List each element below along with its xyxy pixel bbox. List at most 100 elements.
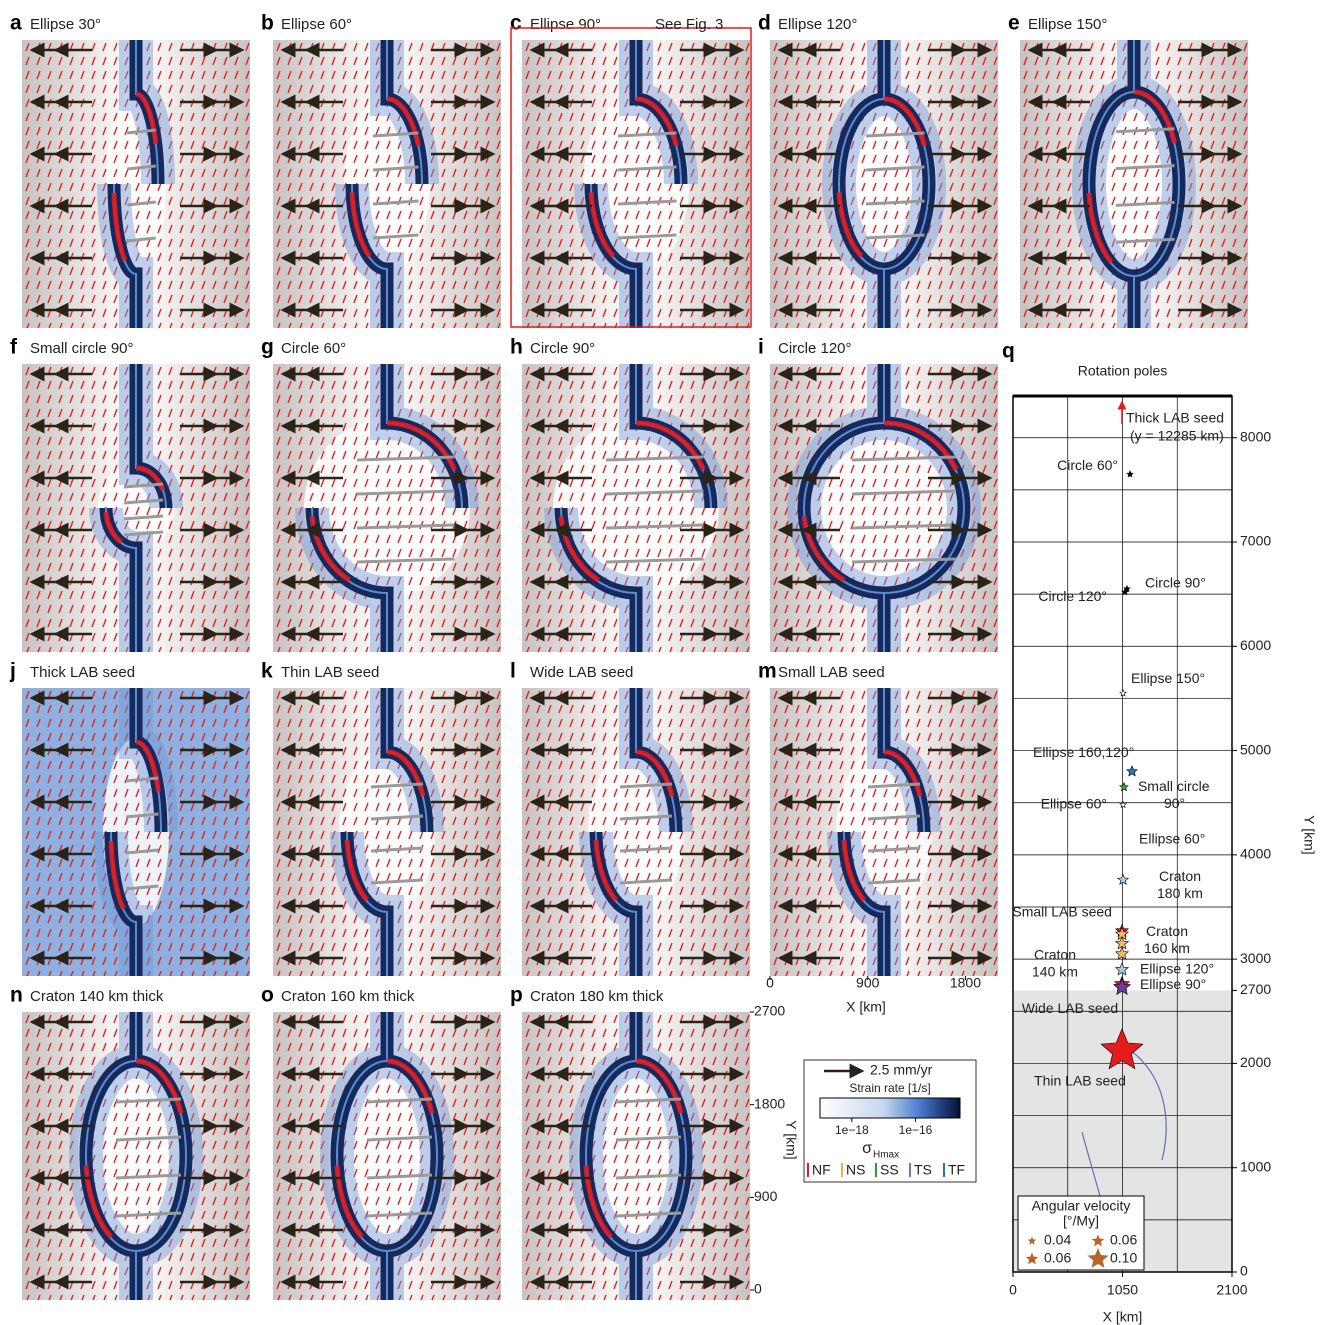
panel-letter: h: [510, 336, 523, 359]
map-content: [522, 1012, 750, 1300]
panel-letter: n: [10, 984, 23, 1007]
map-panel: [22, 688, 250, 976]
regime-label: NS: [846, 1162, 865, 1178]
panel-title: Ellipse 60°: [281, 16, 352, 33]
panel-title: Craton 140 km thick: [30, 988, 164, 1005]
panel-letter: e: [1008, 12, 1020, 35]
panel-letter: g: [261, 336, 274, 359]
panel-letter: m: [758, 660, 777, 683]
panel-title: Circle 120°: [778, 340, 852, 357]
colorbar-title: Strain rate [1/s]: [849, 1081, 930, 1095]
pole-label: 180 km: [1157, 885, 1203, 901]
pole-label: Craton: [1146, 923, 1188, 939]
pole-label: Ellipse 150°: [1131, 670, 1205, 686]
map-content: [273, 688, 501, 976]
map-content: [22, 1012, 250, 1300]
y-tick-label: 1000: [1240, 1158, 1271, 1174]
panel-letter: i: [758, 336, 764, 359]
y-tick-label: 2000: [1240, 1054, 1271, 1070]
map-panel: [273, 40, 501, 328]
panel-title: Small circle 90°: [30, 340, 134, 357]
panel-title: Ellipse 150°: [1028, 16, 1107, 33]
panel-letter: b: [261, 12, 274, 35]
x-tick-label: 900: [856, 975, 880, 991]
pole-label: Craton: [1159, 868, 1201, 884]
pole-label: Small LAB seed: [1012, 904, 1112, 920]
y-tick-label: 4000: [1240, 846, 1271, 862]
regime-label: TS: [914, 1162, 932, 1178]
colorbar-tick-label: 1e−18: [835, 1123, 869, 1137]
pole-label: Ellipse 60°: [1139, 831, 1205, 847]
y-tick-label: 2700: [754, 1003, 785, 1019]
panel-title: Ellipse 30°: [30, 16, 101, 33]
offscale-label: (y = 12285 km): [1130, 428, 1224, 444]
x-axis-label: X [km]: [846, 999, 886, 1015]
panel-title: Thick LAB seed: [30, 664, 135, 681]
map-panel: [522, 364, 750, 652]
panel-note: See Fig. 3: [655, 16, 723, 33]
map-content: [1020, 40, 1248, 328]
panel-letter: l: [510, 660, 516, 683]
size-legend-label: 0.10: [1110, 1250, 1137, 1266]
map-panel: [1020, 40, 1248, 328]
panel-title: Thin LAB seed: [281, 664, 379, 681]
panel-letter: a: [10, 12, 22, 35]
pole-label: 140 km: [1032, 964, 1078, 980]
panel-title: Ellipse 90°: [530, 16, 601, 33]
size-legend-title: Angular velocity: [1032, 1198, 1131, 1214]
panel-title: Ellipse 120°: [778, 16, 857, 33]
pole-label: Ellipse 160,120°: [1033, 744, 1134, 760]
y-tick-label: 0: [1240, 1263, 1248, 1279]
map-content: [273, 40, 501, 328]
panel-letter: d: [758, 12, 771, 35]
x-tick-label: 1800: [950, 975, 981, 991]
sigma-subscript: Hmax: [873, 1150, 899, 1161]
map-content: [522, 688, 750, 976]
pole-label: Ellipse 90°: [1140, 976, 1206, 992]
x-tick-label: 1050: [1107, 1282, 1138, 1298]
panel-letter: c: [510, 12, 522, 35]
regime-label: NF: [812, 1162, 831, 1178]
x-axis-label: X [km]: [1103, 1309, 1143, 1325]
panel-letter: o: [261, 984, 274, 1007]
panel-letter: p: [510, 984, 523, 1007]
map-content: [273, 1012, 501, 1300]
x-tick-label: 0: [766, 975, 774, 991]
pole-label: Ellipse 60°: [1041, 796, 1107, 812]
y-tick-label: 0: [754, 1281, 762, 1297]
map-panel: [273, 364, 501, 652]
map-panel: [22, 364, 250, 652]
map-panel: [522, 688, 750, 976]
offscale-label: Thick LAB seed: [1126, 410, 1224, 426]
map-content: [522, 40, 750, 328]
panel-title: Circle 60°: [281, 340, 346, 357]
y-tick-label: 5000: [1240, 741, 1271, 757]
panel-title: Wide LAB seed: [530, 664, 633, 681]
pole-label: 160 km: [1144, 940, 1190, 956]
map-content: [770, 688, 998, 976]
map-panel: [273, 688, 501, 976]
map-panel: [770, 364, 998, 652]
size-legend-unit: [°/My]: [1063, 1213, 1099, 1229]
y-axis-label: Y [km]: [783, 1120, 799, 1159]
map-content: [22, 688, 250, 976]
map-panel: [770, 40, 998, 328]
pole-label: Ellipse 120°: [1140, 960, 1214, 976]
panel-title: Circle 90°: [530, 340, 595, 357]
pole-label: 90°: [1164, 795, 1185, 811]
chart-title: Rotation poles: [1078, 363, 1168, 379]
map-panel: [273, 1012, 501, 1300]
figure: a Ellipse 30° b Ellipse 60° c Ellipse 90° See …: [0, 0, 1320, 1325]
pole-label: Craton: [1034, 947, 1076, 963]
sigma-label: σ: [862, 1140, 872, 1157]
colorbar: [820, 1098, 960, 1118]
panel-letter: q: [1002, 340, 1015, 363]
y-tick-label: 2700: [1240, 981, 1271, 997]
y-tick-label: 7000: [1240, 533, 1271, 549]
pole-label: Circle 120°: [1038, 588, 1107, 604]
pole-label: Wide LAB seed: [1022, 1000, 1119, 1016]
size-legend-label: 0.06: [1044, 1250, 1071, 1266]
map-panel: [770, 688, 998, 976]
y-tick-label: 3000: [1240, 950, 1271, 966]
map-panel: [22, 1012, 250, 1300]
